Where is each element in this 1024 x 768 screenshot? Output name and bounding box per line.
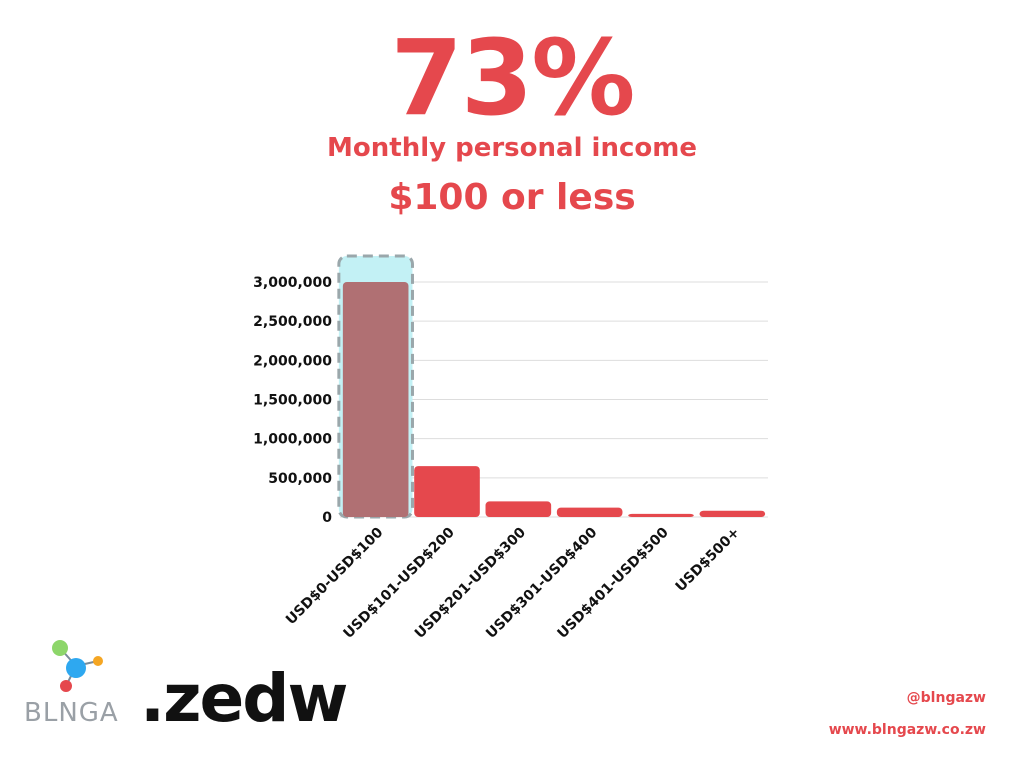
headline-threshold: $100 or less: [388, 177, 636, 218]
x-tick-label: USD$500+: [673, 525, 744, 596]
headline-percentage: 73%: [390, 17, 636, 139]
blnga-molecule-icon: [52, 640, 103, 692]
social-handle: @blngazw: [906, 690, 986, 706]
bar-4: [628, 513, 694, 517]
y-axis-ticks: 0 500,000 1,000,000 1,500,000 2,000,000 2,500…: [253, 275, 332, 526]
y-tick-label: 3,000,000: [253, 275, 332, 291]
chart-bars: [337, 254, 766, 519]
website-link[interactable]: www.blngazw.co.zw: [828, 722, 986, 738]
y-tick-label: 1,000,000: [253, 432, 332, 448]
bar-1: [414, 466, 480, 517]
y-tick-label: 0: [322, 510, 332, 526]
y-tick-label: 1,500,000: [253, 393, 332, 409]
bar-0: [342, 282, 409, 517]
x-axis-ticks: USD$0-USD$100USD$101-USD$200USD$201-USD$…: [283, 524, 743, 641]
y-tick-label: 2,500,000: [253, 314, 332, 330]
bar-3: [556, 507, 623, 517]
headline-subtitle: Monthly personal income: [327, 133, 697, 163]
bar-5: [699, 510, 766, 517]
income-bar-chart: 0 500,000 1,000,000 1,500,000 2,000,000 2,500…: [253, 254, 768, 642]
y-tick-label: 2,000,000: [253, 353, 332, 369]
zedw-wordmark: .zedw: [140, 660, 348, 737]
bar-2: [485, 501, 552, 517]
blnga-logo-text: BLNGA: [24, 698, 119, 728]
y-tick-label: 500,000: [268, 471, 332, 487]
